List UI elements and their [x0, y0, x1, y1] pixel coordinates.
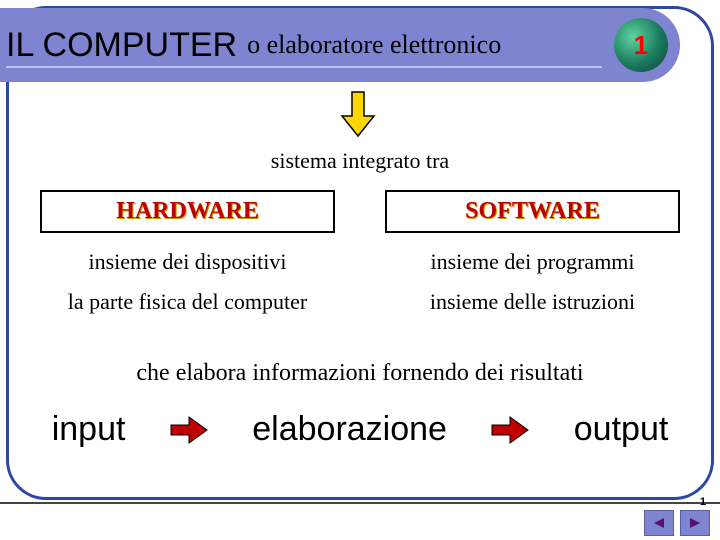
column-software: SOFTWARE insieme dei programmi insieme d…	[375, 190, 690, 329]
title-main: IL COMPUTER	[6, 26, 237, 65]
footer-divider	[0, 502, 720, 504]
next-button[interactable]	[680, 510, 710, 536]
mini-page-number: 1	[700, 496, 706, 508]
nav-buttons	[644, 510, 710, 536]
flow-output: output	[574, 410, 669, 449]
middle-label: sistema integrato tra	[0, 148, 720, 174]
flow-row: input elaborazione output	[30, 410, 690, 449]
flow-elaborazione: elaborazione	[252, 410, 447, 449]
hardware-heading: HARDWARE	[40, 190, 335, 233]
down-arrow-icon	[340, 90, 376, 138]
title-subtitle: o elaboratore elettronico	[247, 30, 501, 60]
hardware-line-2: la parte fisica del computer	[30, 289, 345, 315]
title-bar: IL COMPUTER o elaboratore elettronico	[0, 8, 680, 82]
flow-input: input	[52, 410, 126, 449]
software-line-2: insieme delle istruzioni	[375, 289, 690, 315]
title-underline	[6, 66, 602, 68]
slide-number-badge: 1	[614, 18, 668, 72]
right-arrow-icon	[169, 415, 209, 445]
software-line-1: insieme dei programmi	[375, 249, 690, 275]
software-heading: SOFTWARE	[385, 190, 680, 233]
prev-button[interactable]	[644, 510, 674, 536]
triangle-right-icon	[688, 516, 702, 530]
column-hardware: HARDWARE insieme dei dispositivi la part…	[30, 190, 345, 329]
two-column-region: HARDWARE insieme dei dispositivi la part…	[30, 190, 690, 329]
hardware-line-1: insieme dei dispositivi	[30, 249, 345, 275]
triangle-left-icon	[652, 516, 666, 530]
result-line: che elabora informazioni fornendo dei ri…	[0, 360, 720, 387]
right-arrow-icon	[490, 415, 530, 445]
slide-number: 1	[634, 30, 648, 61]
